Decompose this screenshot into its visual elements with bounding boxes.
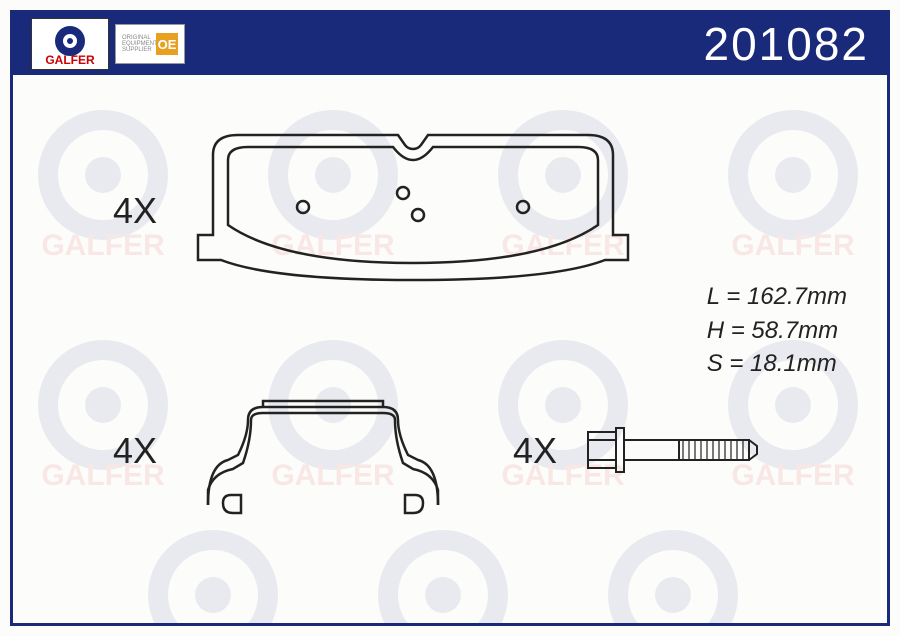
qty-clip: 4X <box>113 430 157 472</box>
dimensions-block: L = 162.7mm H = 58.7mm S = 18.1mm <box>707 280 847 381</box>
oe-badge-box: ORIGINAL EQUIPMENT SUPPLIER OE <box>115 24 185 64</box>
part-number: 201082 <box>704 17 870 71</box>
brake-pad-drawing <box>193 115 633 285</box>
content-area: GALFER <box>13 75 887 623</box>
dim-length: L = 162.7mm <box>707 280 847 314</box>
bolt-drawing <box>583 420 763 480</box>
spring-clip-drawing <box>193 395 453 515</box>
header-bar: GALFER ORIGINAL EQUIPMENT SUPPLIER OE 20… <box>13 13 887 75</box>
qty-bolt: 4X <box>513 430 557 472</box>
qty-pad: 4X <box>113 190 157 232</box>
oe-text: ORIGINAL EQUIPMENT SUPPLIER <box>122 35 152 53</box>
dim-thickness: S = 18.1mm <box>707 347 847 381</box>
dim-height: H = 58.7mm <box>707 314 847 348</box>
svg-text:GALFER: GALFER <box>45 53 95 67</box>
oe-badge: OE <box>156 33 178 55</box>
logo-group: GALFER ORIGINAL EQUIPMENT SUPPLIER OE <box>31 18 185 70</box>
brand-logo: GALFER <box>31 18 109 70</box>
diagram-frame: GALFER ORIGINAL EQUIPMENT SUPPLIER OE 20… <box>10 10 890 626</box>
